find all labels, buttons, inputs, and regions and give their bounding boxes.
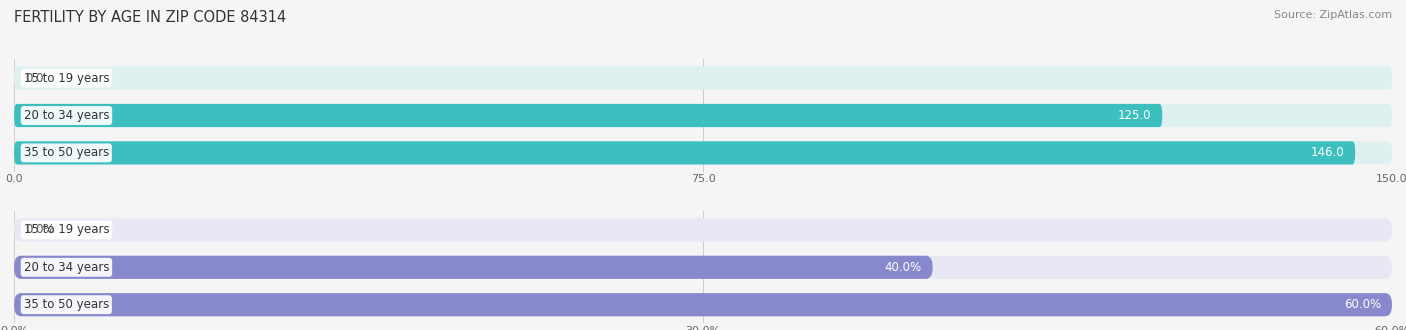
Text: 60.0%: 60.0% bbox=[1344, 298, 1381, 311]
Text: 0.0: 0.0 bbox=[25, 72, 44, 84]
Text: 15 to 19 years: 15 to 19 years bbox=[24, 72, 110, 84]
Text: 15 to 19 years: 15 to 19 years bbox=[24, 223, 110, 236]
FancyBboxPatch shape bbox=[14, 141, 1355, 164]
Text: 146.0: 146.0 bbox=[1310, 147, 1344, 159]
Text: 125.0: 125.0 bbox=[1118, 109, 1152, 122]
FancyBboxPatch shape bbox=[14, 256, 1392, 279]
Text: 40.0%: 40.0% bbox=[884, 261, 921, 274]
FancyBboxPatch shape bbox=[14, 293, 1392, 316]
Text: Source: ZipAtlas.com: Source: ZipAtlas.com bbox=[1274, 10, 1392, 20]
Text: 35 to 50 years: 35 to 50 years bbox=[24, 298, 108, 311]
Text: 20 to 34 years: 20 to 34 years bbox=[24, 109, 110, 122]
Text: 35 to 50 years: 35 to 50 years bbox=[24, 147, 108, 159]
Text: 20 to 34 years: 20 to 34 years bbox=[24, 261, 110, 274]
FancyBboxPatch shape bbox=[14, 104, 1392, 127]
FancyBboxPatch shape bbox=[14, 104, 1163, 127]
FancyBboxPatch shape bbox=[14, 256, 932, 279]
FancyBboxPatch shape bbox=[14, 141, 1392, 164]
FancyBboxPatch shape bbox=[14, 218, 1392, 242]
FancyBboxPatch shape bbox=[14, 293, 1392, 316]
FancyBboxPatch shape bbox=[14, 67, 1392, 90]
Text: 0.0%: 0.0% bbox=[25, 223, 55, 236]
Text: FERTILITY BY AGE IN ZIP CODE 84314: FERTILITY BY AGE IN ZIP CODE 84314 bbox=[14, 10, 287, 25]
